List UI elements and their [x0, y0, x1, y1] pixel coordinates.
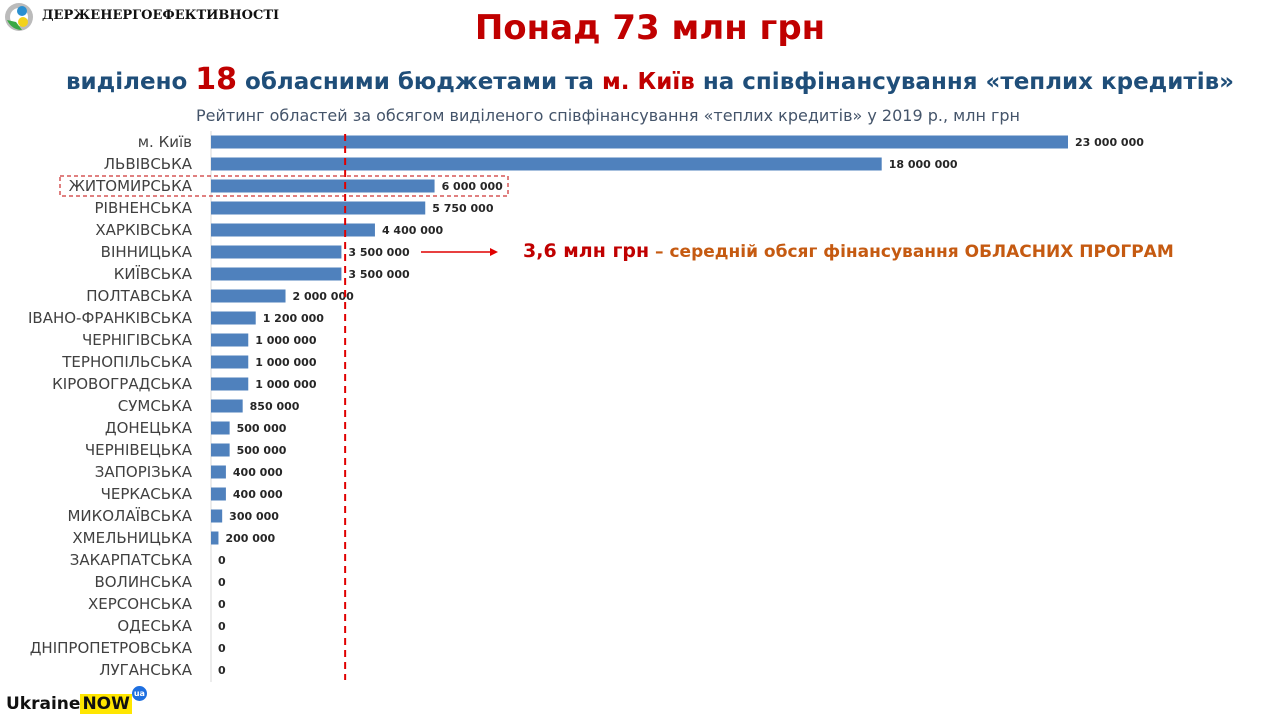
data-label: 1 000 000 [255, 356, 317, 369]
category-label: КИЇВСЬКА [114, 264, 193, 283]
category-label: КІРОВОГРАДСЬКА [52, 375, 193, 393]
subtitle-num: 18 [195, 62, 238, 97]
data-label: 1 000 000 [255, 378, 317, 391]
bar [211, 267, 342, 281]
data-label: 300 000 [229, 510, 279, 523]
bar [211, 289, 286, 303]
category-label: ІВАНО-ФРАНКІВСЬКА [28, 309, 193, 327]
category-label: ДНІПРОПЕТРОВСЬКА [30, 639, 193, 657]
data-label: 6 000 000 [442, 180, 504, 193]
bar [211, 201, 426, 215]
data-label: 200 000 [225, 532, 275, 545]
category-label: м. Київ [138, 133, 192, 151]
data-label: 2 000 000 [293, 290, 355, 303]
data-label: 3 500 000 [348, 246, 410, 259]
average-note: 3,6 млн грн – середній обсяг фінансуванн… [523, 240, 1174, 262]
data-label: 5 750 000 [432, 202, 494, 215]
brand-a: Ukraine [6, 694, 81, 714]
category-label: ВІННИЦЬКА [101, 243, 193, 261]
category-label: МИКОЛАЇВСЬКА [67, 506, 192, 525]
category-label: ОДЕСЬКА [117, 617, 192, 635]
category-label: СУМСЬКА [118, 397, 193, 415]
bar [211, 157, 882, 171]
data-label: 3 500 000 [348, 268, 410, 281]
subtitle-c: на співфінансування «теплих кредитів» [694, 69, 1234, 95]
bar [211, 333, 249, 347]
org-name: ДЕРЖЕНЕРГОЕФЕКТИВНОСТІ [42, 8, 280, 23]
data-label: 1 000 000 [255, 334, 317, 347]
category-label: ЧЕРНІГІВСЬКА [82, 331, 193, 349]
bar [211, 531, 219, 545]
category-label: ТЕРНОПІЛЬСЬКА [61, 353, 192, 371]
category-label: ЛЬВІВСЬКА [104, 155, 193, 173]
data-label: 23 000 000 [1075, 136, 1144, 149]
bar [211, 223, 375, 237]
bar [211, 509, 223, 523]
brand-b: NOW [80, 694, 132, 714]
subtitle-b: обласними бюджетами та [237, 69, 602, 95]
data-label: 0 [218, 664, 226, 677]
bar [211, 355, 249, 369]
data-label: 500 000 [237, 444, 287, 457]
page-title: Понад 73 млн грн [474, 8, 826, 48]
category-label: ХМЕЛЬНИЦЬКА [72, 529, 192, 547]
category-label: ПОЛТАВСЬКА [86, 287, 192, 305]
category-label: ЖИТОМИРСЬКА [69, 177, 193, 195]
category-label: ЗАПОРІЗЬКА [95, 463, 193, 481]
highlight-box [59, 175, 509, 197]
bar [211, 465, 226, 479]
data-label: 4 400 000 [382, 224, 444, 237]
bar [211, 179, 435, 193]
subtitle-kyiv: м. Київ [601, 69, 695, 95]
bar [211, 487, 226, 501]
data-label: 18 000 000 [889, 158, 958, 171]
data-label: 0 [218, 620, 226, 633]
category-label: ЧЕРКАСЬКА [101, 485, 193, 503]
data-label: 400 000 [233, 466, 283, 479]
ukraine-now-logo: Ukraine NOWua [6, 686, 147, 714]
data-label: 500 000 [237, 422, 287, 435]
category-label: РІВНЕНСЬКА [95, 199, 193, 217]
average-value: 3,6 млн грн [523, 240, 650, 262]
bar [211, 245, 342, 259]
bar [211, 399, 243, 413]
brand-ua: ua [131, 686, 147, 701]
subtitle: виділено 18 обласними бюджетами та м. Ки… [0, 62, 1280, 97]
bar [211, 311, 256, 325]
data-label: 1 200 000 [263, 312, 325, 325]
category-label: ДОНЕЦЬКА [105, 419, 193, 437]
data-label: 0 [218, 598, 226, 611]
bar [211, 421, 230, 435]
data-label: 850 000 [250, 400, 300, 413]
category-label: ЧЕРНІВЕЦЬКА [85, 441, 193, 459]
bar [211, 377, 249, 391]
category-label: ХЕРСОНСЬКА [88, 595, 193, 613]
bar [211, 443, 230, 457]
category-label: ЛУГАНСЬКА [99, 661, 193, 679]
category-label: ЗАКАРПАТСЬКА [70, 551, 193, 569]
data-label: 0 [218, 576, 226, 589]
bar [211, 135, 1068, 149]
average-text: – середній обсяг фінансування ОБЛАСНИХ П… [649, 242, 1174, 262]
data-label: 0 [218, 642, 226, 655]
subtitle-a: виділено [66, 69, 196, 95]
arrow-head-icon [490, 248, 498, 256]
category-label: ХАРКІВСЬКА [95, 221, 192, 239]
chart-title: Рейтинг областей за обсягом виділеного с… [196, 106, 1021, 125]
logo-icon [5, 3, 33, 31]
data-label: 400 000 [233, 488, 283, 501]
data-label: 0 [218, 554, 226, 567]
category-label: ВОЛИНСЬКА [94, 573, 192, 591]
